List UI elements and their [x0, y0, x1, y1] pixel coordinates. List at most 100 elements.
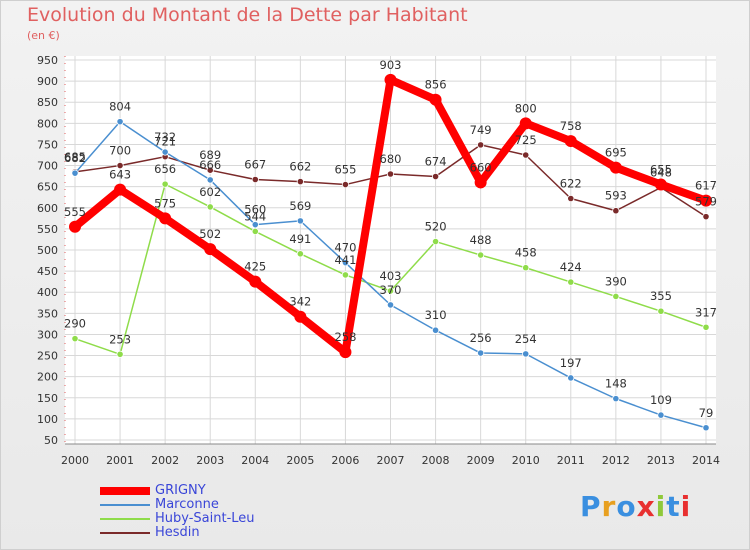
data-label: 695	[605, 146, 627, 160]
data-label: 491	[289, 232, 311, 246]
data-label: 617	[695, 179, 717, 193]
logo-letter: P	[580, 490, 602, 523]
data-label: 579	[695, 195, 717, 209]
logo-letter: r	[601, 490, 617, 523]
data-label: 680	[380, 152, 402, 166]
data-label: 502	[199, 227, 221, 241]
x-tick-label: 2003	[196, 454, 224, 467]
data-point	[206, 176, 214, 184]
data-label: 689	[199, 148, 221, 162]
x-tick-label: 2004	[241, 454, 269, 467]
data-point	[296, 217, 304, 225]
logo-letter: i	[655, 490, 667, 523]
data-label: 903	[380, 58, 402, 72]
data-point	[567, 278, 575, 286]
data-label: 758	[560, 119, 582, 133]
data-point	[567, 374, 575, 382]
y-tick-label: 400	[37, 286, 58, 299]
data-label: 197	[560, 356, 582, 370]
data-point	[161, 148, 169, 156]
data-point	[251, 227, 259, 236]
data-label: 488	[470, 233, 492, 247]
data-label: 569	[289, 199, 311, 213]
y-tick-label: 600	[37, 202, 58, 215]
logo-letter: x	[636, 490, 656, 523]
data-label: 560	[244, 203, 266, 217]
data-label: 520	[425, 220, 447, 234]
x-tick-label: 2011	[557, 454, 585, 467]
data-label: 660	[470, 160, 492, 174]
y-tick-label: 50	[44, 434, 58, 447]
data-point	[612, 207, 620, 215]
data-label: 544	[244, 209, 266, 223]
data-point	[609, 161, 622, 174]
legend-label: GRIGNY	[155, 483, 206, 498]
x-tick-label: 2014	[692, 454, 720, 467]
data-point	[564, 135, 577, 148]
data-label: 254	[515, 332, 537, 346]
data-point	[522, 264, 530, 272]
data-point	[386, 287, 395, 295]
data-label: 370	[380, 283, 402, 297]
data-label: 667	[244, 157, 266, 171]
data-label: 622	[560, 176, 582, 190]
data-point	[116, 161, 124, 170]
y-tick-label: 350	[37, 307, 58, 320]
data-label: 602	[199, 185, 221, 199]
y-tick-label: 700	[37, 160, 58, 173]
y-tick-label: 200	[37, 371, 58, 384]
data-point	[294, 310, 307, 323]
data-point	[386, 301, 395, 309]
data-point	[206, 203, 214, 211]
x-tick-label: 2013	[647, 454, 675, 467]
data-point	[477, 349, 485, 357]
data-label: 655	[334, 163, 356, 177]
data-point	[251, 221, 259, 229]
data-point	[429, 93, 442, 106]
y-tick-label: 450	[37, 265, 58, 278]
data-label: 258	[334, 330, 356, 344]
data-point	[431, 326, 440, 334]
data-label: 700	[109, 144, 131, 158]
data-label: 148	[605, 377, 627, 391]
y-tick-label: 300	[37, 328, 58, 341]
data-label: 648	[650, 166, 672, 180]
legend-swatch	[100, 518, 150, 520]
data-label: 643	[109, 168, 131, 182]
legend-swatch	[100, 532, 150, 534]
data-point	[116, 118, 124, 126]
legend-label: Huby-Saint-Leu	[155, 511, 255, 526]
proxiti-logo: Proxiti	[580, 490, 691, 523]
data-label: 655	[650, 163, 672, 177]
data-point	[341, 271, 350, 279]
data-label: 682	[64, 151, 86, 165]
logo-letter: o	[616, 490, 637, 523]
data-label: 342	[289, 295, 311, 309]
data-point	[161, 180, 169, 188]
data-label: 79	[699, 406, 714, 420]
logo-letter: i	[680, 490, 692, 523]
data-label: 804	[109, 100, 131, 114]
data-label: 390	[605, 274, 627, 288]
data-point	[341, 180, 350, 189]
data-point	[159, 212, 172, 225]
data-label: 424	[560, 260, 582, 274]
legend-label: Hesdin	[155, 525, 200, 540]
y-tick-label: 800	[37, 117, 58, 130]
x-tick-label: 2002	[151, 454, 179, 467]
data-point	[296, 250, 304, 258]
data-label: 856	[425, 78, 447, 92]
data-point	[69, 220, 81, 233]
data-point	[249, 275, 262, 288]
data-point	[384, 73, 397, 86]
y-tick-label: 900	[37, 75, 58, 88]
data-point	[114, 183, 127, 196]
data-label: 593	[605, 189, 627, 203]
x-tick-label: 2006	[331, 454, 359, 467]
data-point	[519, 117, 532, 130]
x-tick-label: 2012	[602, 454, 630, 467]
y-tick-label: 750	[37, 138, 58, 151]
y-tick-label: 950	[37, 54, 58, 67]
data-label: 662	[289, 160, 311, 174]
